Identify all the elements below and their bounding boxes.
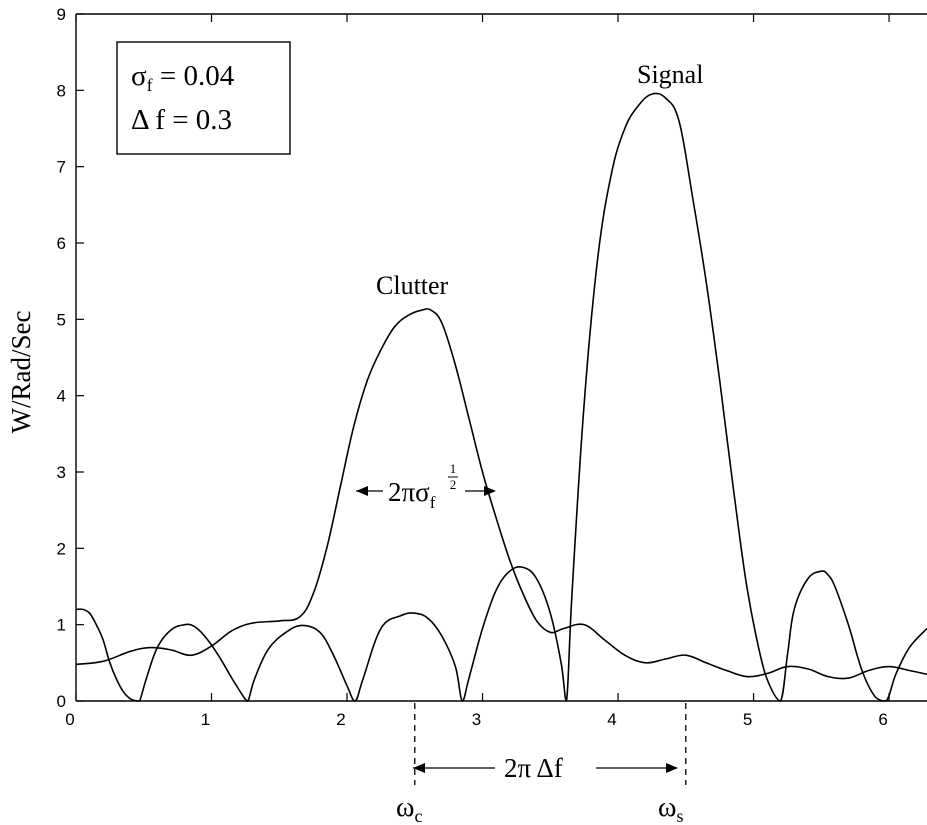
legend-delta-line: Δ f = 0.3 bbox=[131, 104, 232, 136]
x-tick-label: 5 bbox=[743, 710, 752, 729]
y-tick-label: 6 bbox=[57, 234, 66, 253]
x-tick-label: 1 bbox=[201, 710, 210, 729]
parameter-legend: σf = 0.04 Δ f = 0.3 bbox=[116, 41, 291, 155]
clutter-width-annotation: 2πσf 1 2 bbox=[356, 461, 496, 512]
frequency-markers bbox=[414, 703, 687, 785]
omega-s-label: ωs bbox=[658, 792, 683, 825]
y-tick-label: 4 bbox=[57, 387, 66, 406]
y-axis-label: W/Rad/Sec bbox=[6, 311, 36, 434]
clutter-label: Clutter bbox=[376, 271, 449, 300]
legend-sigma-line: σf = 0.04 bbox=[131, 60, 235, 95]
x-tick-label: 3 bbox=[472, 710, 481, 729]
x-tick-label: 2 bbox=[336, 710, 345, 729]
exponent-denominator: 2 bbox=[450, 477, 457, 492]
clutter-width-label: 2πσf bbox=[388, 477, 436, 512]
y-tick-label: 1 bbox=[57, 616, 66, 635]
y-tick-label: 2 bbox=[57, 539, 66, 558]
x-tick-label: 6 bbox=[878, 710, 887, 729]
signal-label: Signal bbox=[637, 60, 703, 89]
series-line-1 bbox=[75, 92, 927, 702]
plot-axes bbox=[75, 13, 927, 702]
series-layer bbox=[75, 92, 927, 702]
y-tick-label: 0 bbox=[57, 692, 66, 711]
omega-c-label: ωc bbox=[396, 792, 422, 825]
y-tick-label: 3 bbox=[57, 463, 66, 482]
y-tick-label: 7 bbox=[57, 158, 66, 177]
x-tick-label: 4 bbox=[607, 710, 616, 729]
exponent-numerator: 1 bbox=[450, 461, 457, 476]
y-tick-label: 8 bbox=[57, 81, 66, 100]
separation-label: 2π Δf bbox=[504, 753, 563, 783]
y-tick-label: 5 bbox=[57, 310, 66, 329]
y-tick-label: 9 bbox=[57, 5, 66, 24]
separation-annotation: 2π Δf bbox=[413, 753, 678, 783]
x-tick-label: 0 bbox=[65, 710, 74, 729]
series-line-2 bbox=[75, 308, 927, 680]
